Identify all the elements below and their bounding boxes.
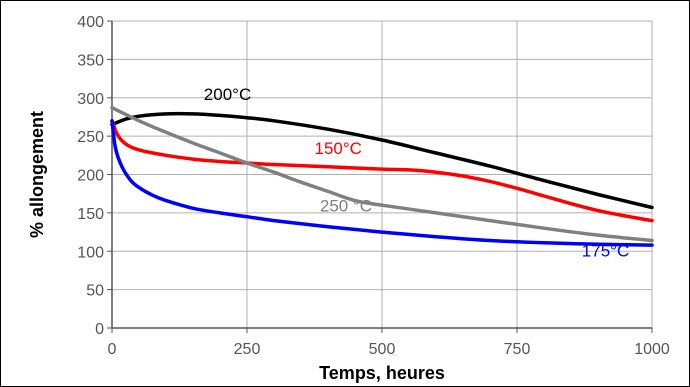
y-tick-label: 100 — [77, 244, 104, 261]
x-axis-title: Temps, heures — [319, 363, 445, 383]
axes — [107, 20, 653, 333]
x-tick-label: 1000 — [634, 341, 670, 358]
series-labels: 200°C 150°C 250 °C 175°C — [204, 85, 629, 261]
grid — [111, 20, 653, 329]
y-tick-label: 0 — [95, 321, 104, 338]
y-axis-title: % allongement — [27, 111, 47, 238]
y-tick-label: 250 — [77, 129, 104, 146]
series-line — [110, 105, 654, 243]
x-tick-label: 750 — [504, 341, 531, 358]
y-tick-label: 50 — [86, 283, 104, 300]
y-tick-label: 200 — [77, 168, 104, 185]
series-label: 200°C — [204, 85, 251, 104]
tick-labels: 0 250 500 750 1000 0 50 100 150 200 250 300 350 400 — [77, 14, 670, 358]
x-tick-label: 250 — [234, 341, 261, 358]
series-label: 150°C — [315, 139, 362, 158]
y-tick-label: 300 — [77, 91, 104, 108]
x-tick-label: 500 — [369, 341, 396, 358]
y-tick-label: 150 — [77, 206, 104, 223]
series-label: 250 °C — [320, 196, 372, 215]
series-line — [110, 119, 654, 223]
x-tick-label: 0 — [108, 341, 117, 358]
series-line — [110, 119, 654, 247]
series-lines — [110, 105, 654, 247]
series-label: 175°C — [582, 242, 629, 261]
y-tick-label: 400 — [77, 14, 104, 31]
y-tick-label: 350 — [77, 52, 104, 69]
series-line — [110, 111, 654, 210]
